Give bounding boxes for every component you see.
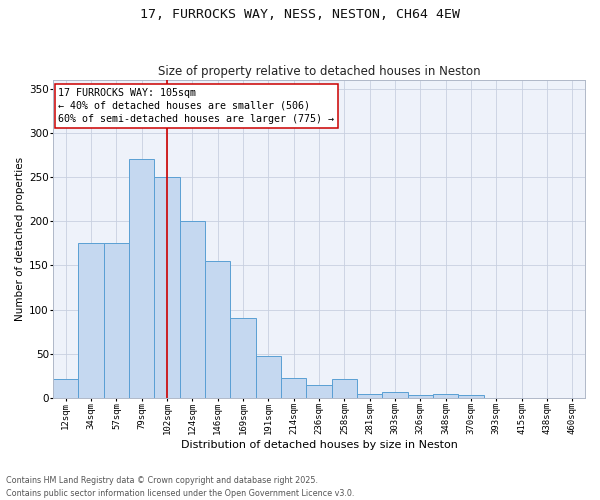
Bar (180, 221, 205, 398)
Y-axis label: Number of detached properties: Number of detached properties (15, 157, 25, 321)
Text: 17 FURROCKS WAY: 105sqm
← 40% of detached houses are smaller (506)
60% of semi-d: 17 FURROCKS WAY: 105sqm ← 40% of detache… (58, 88, 334, 124)
Bar (332, 378, 357, 398)
Bar (307, 385, 332, 398)
Bar (281, 378, 307, 398)
Bar (407, 396, 433, 398)
Bar (357, 394, 382, 398)
Bar (256, 356, 281, 398)
Bar (205, 261, 230, 398)
Bar (382, 392, 407, 398)
Title: Size of property relative to detached houses in Neston: Size of property relative to detached ho… (158, 66, 481, 78)
Bar (79, 244, 104, 398)
Text: 17, FURROCKS WAY, NESS, NESTON, CH64 4EW: 17, FURROCKS WAY, NESS, NESTON, CH64 4EW (140, 8, 460, 20)
Bar (53, 378, 79, 398)
Bar (104, 244, 129, 398)
Bar (230, 318, 256, 398)
Bar (129, 160, 154, 398)
Bar (458, 396, 484, 398)
Text: Contains HM Land Registry data © Crown copyright and database right 2025.
Contai: Contains HM Land Registry data © Crown c… (6, 476, 355, 498)
X-axis label: Distribution of detached houses by size in Neston: Distribution of detached houses by size … (181, 440, 457, 450)
Bar (433, 394, 458, 398)
Bar (154, 177, 180, 398)
